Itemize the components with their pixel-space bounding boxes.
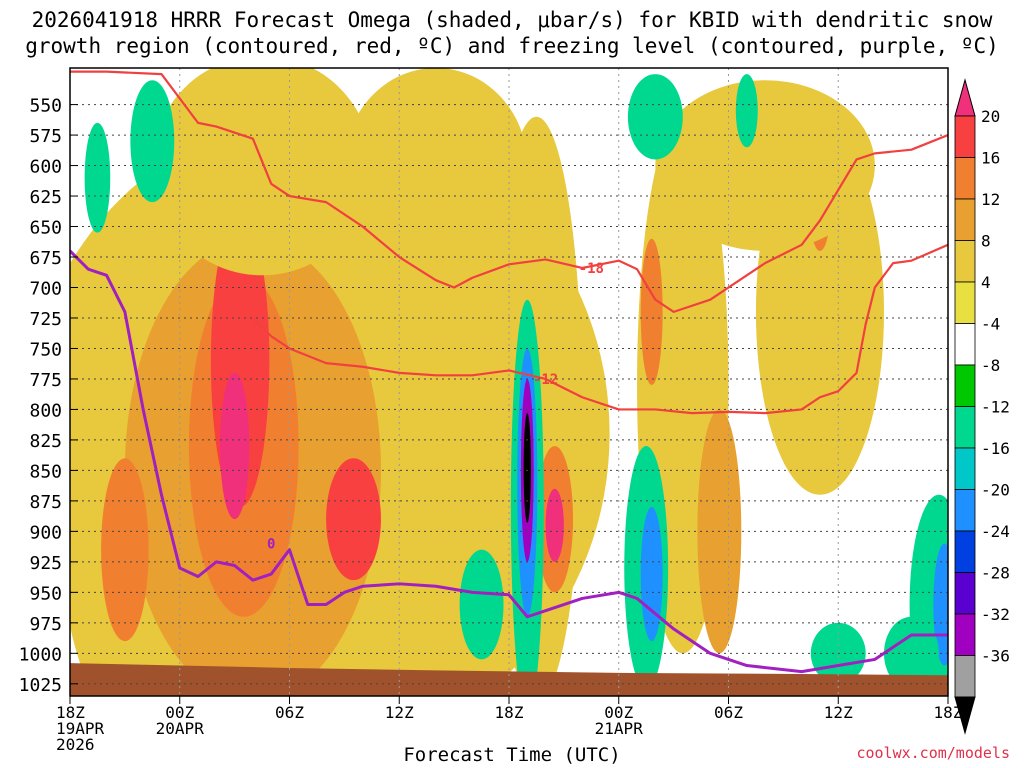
colorbar-label-3: 8 xyxy=(981,232,991,251)
x-axis-title: Forecast Time (UTC) xyxy=(403,744,621,766)
colorbar-swatch-11 xyxy=(954,530,976,573)
omega-region-5 xyxy=(219,372,250,520)
omega-region-28 xyxy=(640,506,663,642)
colorbar-swatch-4 xyxy=(954,240,976,283)
credit-text: coolwx.com/models xyxy=(856,744,1010,762)
colorbar-bottom-triangle xyxy=(954,696,976,735)
y-tick-label-875: 875 xyxy=(29,492,62,513)
contour-label-dgz-minus12: -12 xyxy=(533,372,558,388)
omega-region-6 xyxy=(326,458,381,581)
colorbar-swatch-12 xyxy=(954,572,976,615)
x-tick-label-30-1: 21APR xyxy=(595,719,644,738)
contour-freezing-level xyxy=(70,249,948,674)
colorbar-swatch-7 xyxy=(954,364,976,407)
colorbar-label-1: 16 xyxy=(981,149,1000,168)
contour-label-freezing-level: 0 xyxy=(267,537,275,553)
y-tick-label-675: 675 xyxy=(29,248,62,269)
y-tick-label-650: 650 xyxy=(29,218,62,239)
omega-region-19 xyxy=(655,80,875,251)
colorbar-swatch-5 xyxy=(954,281,976,324)
colorbar-label-0: 20 xyxy=(981,107,1000,126)
colorbar-label-11: -28 xyxy=(981,564,1010,583)
colorbar-swatch-13 xyxy=(954,613,976,656)
colorbar-label-4: 4 xyxy=(981,273,991,292)
x-tick-label-30-0: 00Z xyxy=(604,703,633,722)
y-tick-label-1025: 1025 xyxy=(19,675,62,696)
y-tick-label-550: 550 xyxy=(29,96,62,117)
omega-region-14 xyxy=(640,238,663,386)
colorbar-swatch-2 xyxy=(954,157,976,200)
colorbar-swatch-6 xyxy=(954,323,976,366)
y-tick-label-575: 575 xyxy=(29,126,62,147)
omega-region-21 xyxy=(84,122,111,233)
colorbar-swatch-8 xyxy=(954,406,976,449)
y-tick-label-625: 625 xyxy=(29,187,62,208)
x-tick-label-0-2: 2026 xyxy=(56,735,95,754)
colorbar-label-8: -16 xyxy=(981,439,1010,458)
contour-dgz-minus12 xyxy=(252,243,948,415)
x-tick-label-0-1: 19APR xyxy=(56,719,105,738)
colorbar-label-9: -20 xyxy=(981,481,1010,500)
colorbar-swatch-9 xyxy=(954,447,976,490)
y-tick-label-825: 825 xyxy=(29,431,62,452)
y-tick-label-800: 800 xyxy=(29,400,62,421)
contour-lines: -18 -12 0 xyxy=(70,70,948,674)
colorbar-top-triangle xyxy=(954,78,976,117)
y-tick-label-1000: 1000 xyxy=(19,644,62,665)
omega-region-18 xyxy=(344,68,528,264)
y-tick-label-925: 925 xyxy=(29,553,62,574)
omega-region-26 xyxy=(459,549,504,660)
colorbar-swatch-3 xyxy=(954,198,976,241)
y-tick-label-750: 750 xyxy=(29,339,62,360)
contour-label-dgz-minus18: -18 xyxy=(579,261,604,277)
y-tick-label-725: 725 xyxy=(29,309,62,330)
colorbar-label-2: 12 xyxy=(981,190,1000,209)
colorbar-label-12: -32 xyxy=(981,605,1010,624)
colorbar-swatch-14 xyxy=(954,655,976,698)
contour-dgz-minus18 xyxy=(70,70,948,313)
y-tick-label-600: 600 xyxy=(29,157,62,178)
y-tick-label-700: 700 xyxy=(29,278,62,299)
x-tick-label-42-0: 12Z xyxy=(824,703,853,722)
y-tick-label-775: 775 xyxy=(29,370,62,391)
omega-region-25 xyxy=(523,413,531,523)
y-tick-label-975: 975 xyxy=(29,614,62,635)
x-tick-label-6-0: 00Z xyxy=(165,703,194,722)
axes: 550 575 600 625 650 675 700 725 750 775 800 825 850 8… xyxy=(19,67,963,754)
omega-region-34 xyxy=(735,74,758,148)
colorbar-swatch-1 xyxy=(954,115,976,158)
omega-shading xyxy=(70,68,948,696)
omega-region-33 xyxy=(627,74,683,160)
chart-title-line-2: growth region (contoured, red, ºC) and f… xyxy=(25,34,999,58)
x-tick-label-0-0: 18Z xyxy=(56,703,85,722)
x-tick-label-18-0: 12Z xyxy=(385,703,414,722)
y-tick-label-950: 950 xyxy=(29,583,62,604)
omega-region-20 xyxy=(130,80,175,203)
x-tick-label-24-0: 18Z xyxy=(495,703,524,722)
x-tick-label-12-0: 06Z xyxy=(275,703,304,722)
colorbar-swatch-10 xyxy=(954,489,976,532)
x-tick-label-48-0: 18Z xyxy=(934,703,963,722)
chart-title-line-1: 2026041918 HRRR Forecast Omega (shaded, … xyxy=(31,8,993,32)
omega-region-12 xyxy=(545,488,564,562)
colorbar-label-13: -36 xyxy=(981,647,1010,666)
grid-lines xyxy=(69,68,949,696)
colorbar: 20 16 12 8 4 -4 -8 -12 -16 -20 -24 -28 -32 -36 xyxy=(954,78,1010,735)
omega-region-9 xyxy=(152,68,372,276)
y-tick-label-850: 850 xyxy=(29,461,62,482)
colorbar-label-10: -24 xyxy=(981,522,1010,541)
colorbar-label-6: -8 xyxy=(981,356,1000,375)
colorbar-label-7: -12 xyxy=(981,398,1010,417)
omega-region-8 xyxy=(101,458,149,642)
colorbar-label-5: -4 xyxy=(981,315,1000,334)
x-tick-label-6-1: 20APR xyxy=(156,719,205,738)
y-tick-label-900: 900 xyxy=(29,522,62,543)
x-tick-label-36-0: 06Z xyxy=(714,703,743,722)
